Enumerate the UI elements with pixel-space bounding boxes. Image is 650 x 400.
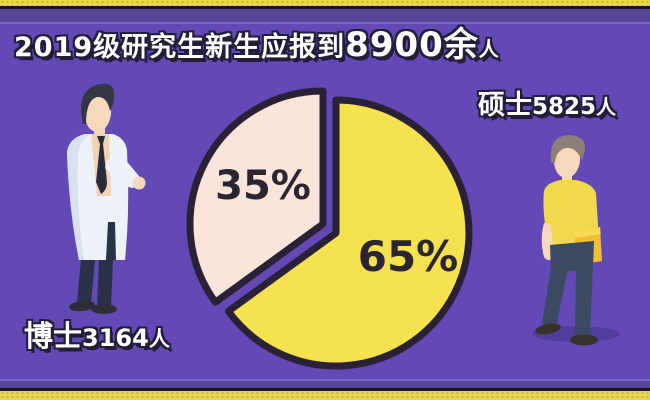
doctor-count: 3164 (82, 324, 149, 352)
pie-slice-label-35: 35% (215, 163, 311, 209)
page-title: 2019级研究生新生应报到8900余人 (14, 28, 500, 62)
master-figure-art (532, 135, 620, 346)
bottom-border-stripe (0, 391, 650, 400)
master-count-label: 硕士5825人 (478, 92, 616, 119)
title-unit: 人 (478, 37, 500, 61)
title-number: 8900余 (345, 25, 479, 65)
doctor-unit: 人 (148, 327, 170, 351)
master-count: 5825 (532, 94, 597, 120)
master-name: 硕士 (478, 90, 532, 121)
title-prefix: 2019级研究生新生应报到 (14, 32, 346, 63)
pie-slice-master-65 (224, 96, 473, 370)
pie-slice-doctor-35 (186, 87, 327, 306)
doctor-name: 博士 (24, 319, 83, 353)
master-unit: 人 (596, 95, 617, 119)
top-border-stripe (0, 0, 650, 6)
doctor-figure (67, 83, 146, 314)
bottom-border-line (0, 388, 650, 391)
master-figure (532, 135, 620, 346)
top-border-line (0, 6, 650, 9)
pie-slice-label-65: 65% (357, 232, 459, 281)
pie-chart (186, 87, 473, 370)
doctor-figure-art (67, 83, 146, 314)
doctor-count-label: 博士3164人 (24, 322, 170, 351)
